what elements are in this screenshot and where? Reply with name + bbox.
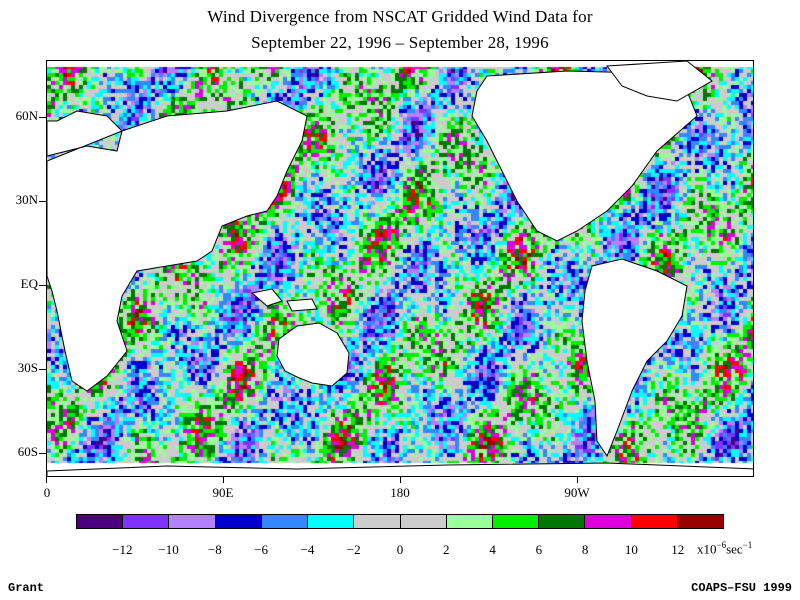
chart-title-line2: September 22, 1996 – September 28, 1996: [251, 33, 549, 52]
colorbar-label: −2: [346, 542, 361, 557]
lon-tick: [46, 477, 47, 483]
colorbar-unit: x10−6sec−1: [697, 540, 753, 557]
colorbar-label: −12: [112, 542, 133, 557]
colorbar-swatch: [215, 515, 262, 528]
lon-label-0: 0: [43, 485, 51, 500]
colorbar-swatch: [354, 515, 401, 528]
colorbar-label: −6: [254, 542, 269, 557]
colorbar-label: 2: [443, 542, 450, 557]
colorbar-label: 0: [396, 542, 404, 557]
footer-credit: COAPS–FSU 1999: [691, 581, 792, 595]
divergence-map: [46, 60, 754, 477]
footer-author: Grant: [8, 581, 45, 595]
colorbar-swatch: [169, 515, 216, 528]
lat-tick: [39, 117, 46, 118]
colorbar-label: −8: [207, 542, 222, 557]
lat-label-eq: EQ: [20, 276, 38, 291]
lat-label-60s: 60S: [17, 444, 38, 459]
lat-tick: [39, 369, 46, 370]
colorbar-swatch: [261, 515, 309, 528]
colorbar-label: 10: [624, 542, 638, 557]
colorbar-label: −10: [158, 542, 179, 557]
colorbar-swatch: [400, 515, 447, 528]
lon-tick: [400, 477, 401, 483]
coastlines: [47, 61, 753, 476]
lon-label-90w: 90W: [564, 485, 590, 500]
lat-tick: [39, 285, 46, 286]
colorbar-swatch: [308, 515, 355, 528]
colorbar-label: 12: [671, 542, 685, 557]
colorbar-swatch: [123, 515, 170, 528]
land-antarctica: [47, 462, 753, 476]
lat-tick: [39, 453, 46, 454]
colorbar-swatch: [585, 515, 632, 528]
lat-tick: [39, 201, 46, 202]
land-australia: [276, 322, 350, 387]
colorbar-label: 8: [581, 542, 589, 557]
colorbar-label: 4: [489, 542, 496, 557]
lon-label-180: 180: [390, 485, 410, 500]
land-south-america: [581, 258, 688, 458]
colorbar-swatch: [631, 515, 678, 528]
colorbar-swatch: [446, 515, 493, 528]
colorbar-swatch: [677, 515, 724, 528]
lon-label-90e: 90E: [212, 485, 234, 500]
land-eurasia: [47, 100, 308, 392]
lat-label-30s: 30S: [17, 360, 38, 375]
chart-title-line1: Wind Divergence from NSCAT Gridded Wind …: [207, 7, 593, 26]
lat-label-30n: 30N: [15, 192, 38, 207]
colorbar-label: −4: [300, 542, 315, 557]
colorbar-label: 6: [535, 542, 543, 557]
lon-tick: [223, 477, 224, 483]
land-indonesia: [250, 288, 318, 312]
lat-label-60n: 60N: [15, 108, 38, 123]
colorbar-swatch: [492, 515, 540, 528]
land-greenland: [606, 61, 713, 102]
colorbar-swatch: [77, 515, 124, 528]
colorbar: [76, 514, 724, 529]
colorbar-swatch: [539, 515, 586, 528]
lon-tick: [577, 477, 578, 483]
